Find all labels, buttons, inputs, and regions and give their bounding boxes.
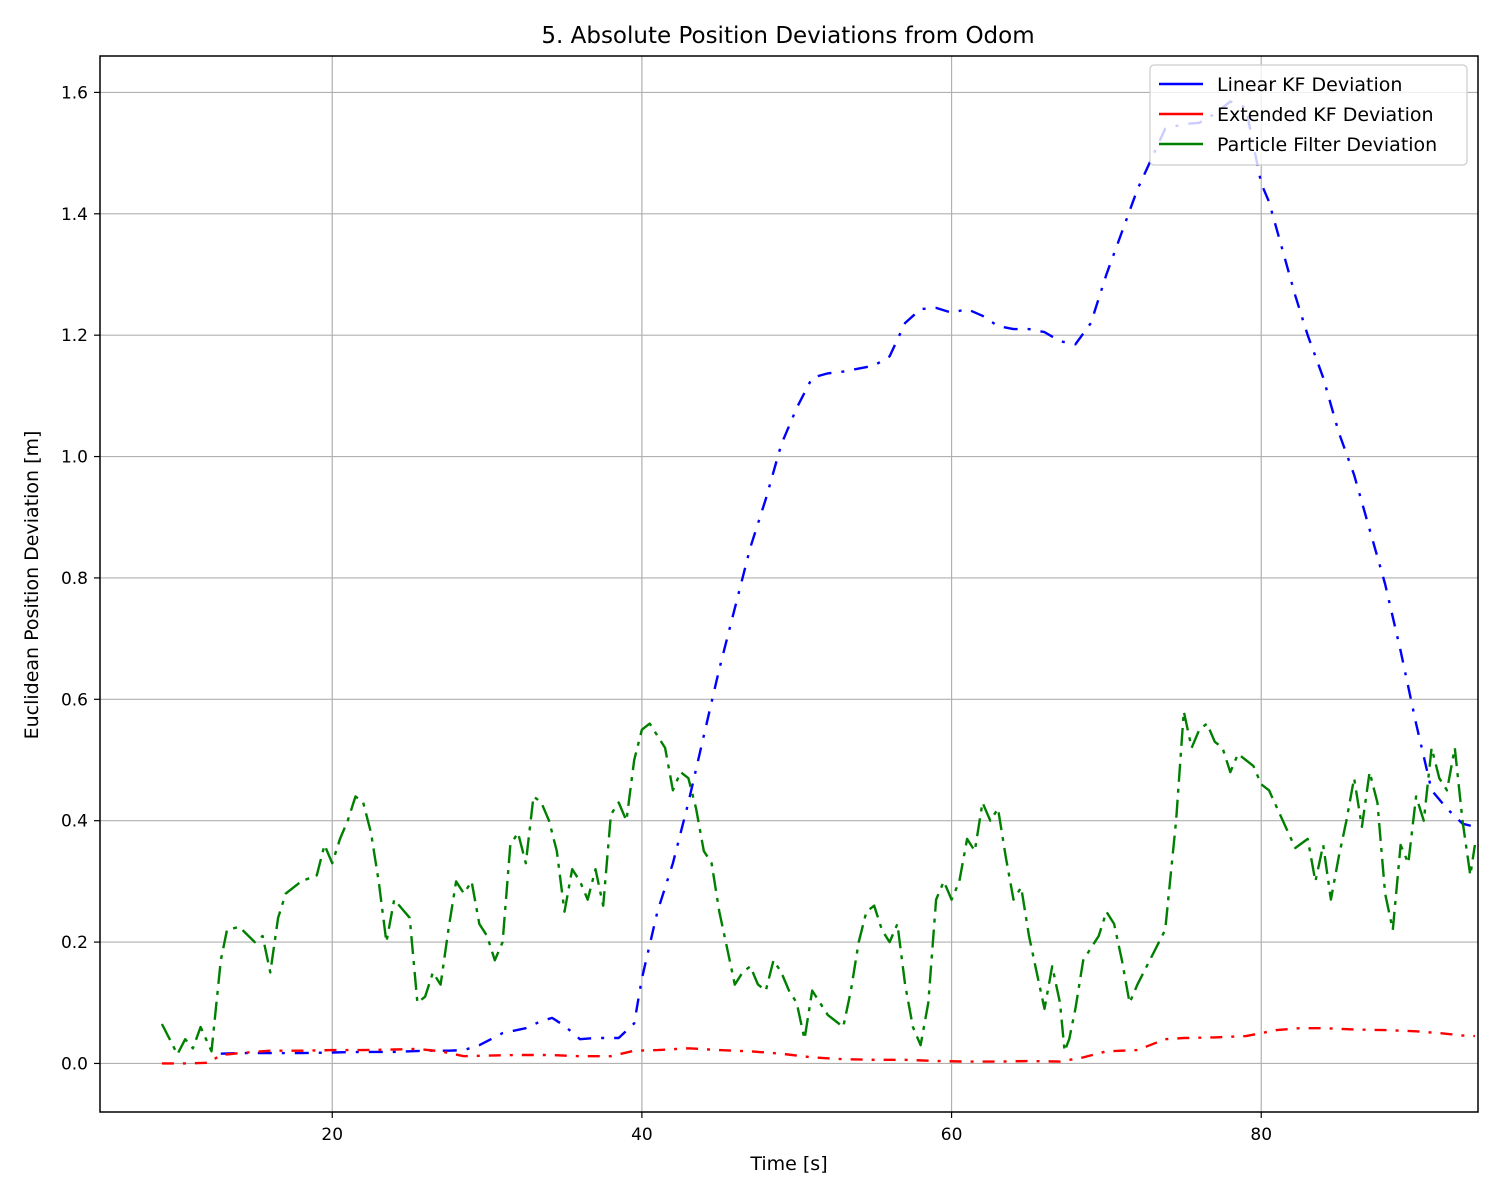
- y-tick-label: 0.0: [61, 1054, 88, 1074]
- legend: Linear KF Deviation Extended KF Deviation…: [1149, 64, 1468, 166]
- series-line-extended-kf-deviation: [161, 1026, 1475, 1065]
- legend-label: Extended KF Deviation: [1217, 104, 1434, 126]
- y-axis-label: Euclidean Position Deviation [m]: [21, 431, 43, 740]
- x-tick-label: 20: [321, 1125, 343, 1145]
- y-tick-label: 1.4: [61, 205, 88, 225]
- legend-label: Particle Filter Deviation: [1217, 134, 1437, 156]
- y-tick-label: 0.6: [61, 690, 88, 710]
- x-axis-label: Time [s]: [749, 1153, 827, 1175]
- y-tick-label: 1.2: [61, 326, 88, 346]
- series-layer: [160, 100, 1477, 1065]
- x-tick-label: 40: [631, 1125, 653, 1145]
- y-tick-label: 1.0: [61, 448, 88, 468]
- y-tick-label: 0.2: [61, 933, 88, 953]
- x-tick-label: 80: [1250, 1125, 1272, 1145]
- y-tick-label: 1.6: [61, 83, 88, 103]
- chart-title: 5. Absolute Position Deviations from Odo…: [541, 23, 1034, 49]
- legend-box: [1149, 64, 1468, 166]
- axis-ticks: 20 40 60 80 0.0 0.2 0.4 0.6 0.8 1.0 1.2 1.4 1.6: [61, 83, 1272, 1145]
- y-tick-label: 0.8: [61, 569, 88, 589]
- x-tick-label: 60: [941, 1125, 963, 1145]
- plot-frame: [99, 55, 1479, 1113]
- y-tick-label: 0.4: [61, 812, 88, 832]
- legend-label: Linear KF Deviation: [1217, 74, 1402, 96]
- series-line-particle-filter-deviation: [160, 710, 1477, 1056]
